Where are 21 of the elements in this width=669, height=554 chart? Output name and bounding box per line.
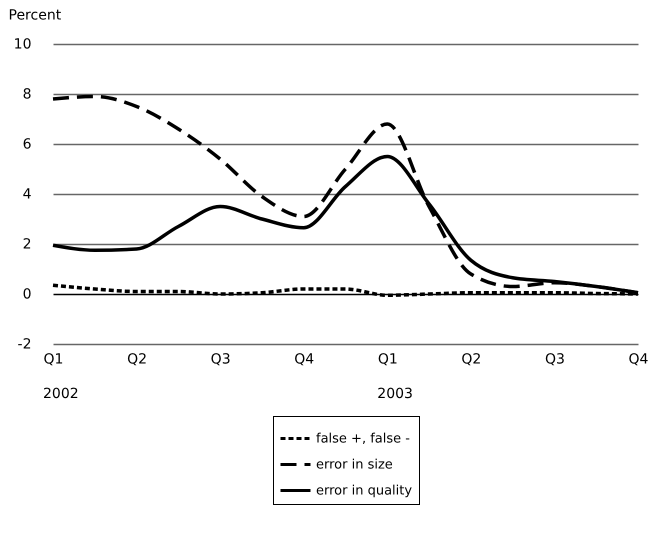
- y-tick-label: 2: [22, 236, 32, 252]
- y-axis-title: Percent: [8, 8, 62, 24]
- x-tick-label: Q4: [628, 352, 649, 368]
- legend-label: error in size: [316, 458, 393, 472]
- x-tick-label: Q2: [461, 352, 482, 368]
- y-tick-label: 8: [22, 86, 32, 102]
- x-tick-label: Q3: [544, 352, 565, 368]
- x-tick-label: Q1: [378, 352, 398, 368]
- x-tick-label: Q3: [210, 352, 231, 368]
- x-tick-label: Q1: [44, 352, 64, 368]
- y-tick-label: -2: [18, 336, 32, 352]
- y-tick-label: 6: [22, 136, 32, 152]
- legend-label: false +, false -: [316, 432, 410, 446]
- legend-label: error in quality: [316, 484, 412, 498]
- text: 2002: [43, 386, 79, 402]
- y-tick-label: 10: [14, 36, 32, 52]
- text: 2003: [377, 386, 413, 402]
- x-tick-label: Q2: [127, 352, 148, 368]
- x-tick-label: Q4: [294, 352, 314, 368]
- y-tick-label: 0: [22, 286, 32, 302]
- y-tick-label: 4: [22, 186, 32, 202]
